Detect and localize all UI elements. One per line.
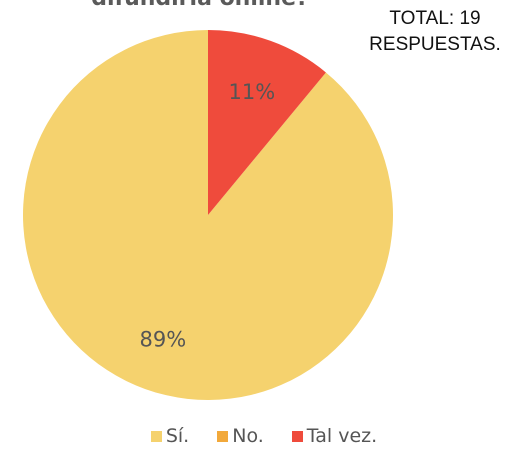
total-note-line-1: TOTAL: 19: [389, 8, 481, 29]
legend-item-0: Sí.: [150, 425, 190, 447]
legend-label-0: Sí.: [165, 425, 190, 447]
legend-swatch-0: [150, 430, 162, 442]
legend-swatch-1: [217, 430, 229, 442]
legend-swatch-2: [291, 430, 303, 442]
chart-title: difundirla online?: [40, 0, 360, 11]
legend-label-1: No.: [232, 425, 264, 447]
total-responses-note: TOTAL: 19 RESPUESTAS.: [355, 6, 515, 58]
chart-legend: Sí. No. Tal vez.: [0, 425, 528, 447]
pie-chart: 89% 11%: [23, 30, 394, 400]
legend-item-2: Tal vez.: [291, 425, 378, 447]
pie-data-label-2: 11%: [229, 80, 276, 104]
legend-item-1: No.: [217, 425, 264, 447]
pie-slice-2: [208, 30, 326, 215]
total-note-line-2: RESPUESTAS.: [369, 34, 501, 55]
pie-data-label-0: 89%: [140, 327, 187, 351]
legend-label-2: Tal vez.: [306, 425, 378, 447]
